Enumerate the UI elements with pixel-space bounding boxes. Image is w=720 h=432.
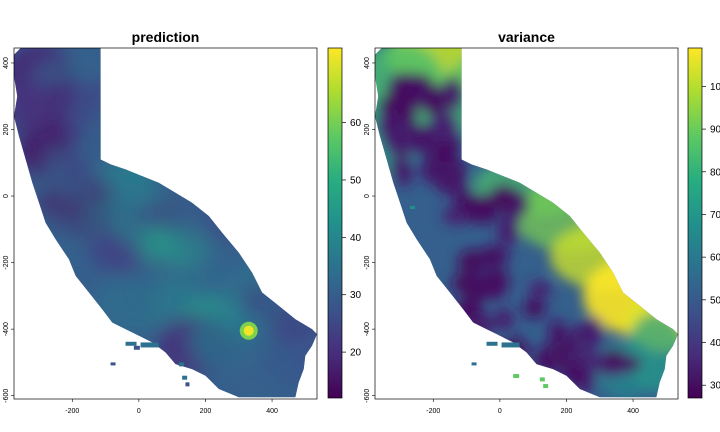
x-tick-label: 0 (498, 408, 502, 415)
y-tick-label: 400 (364, 57, 371, 69)
island-cell (125, 341, 137, 346)
x-tick-label: 400 (627, 408, 639, 415)
colorbar-tick-label: 40 (710, 338, 720, 349)
colorbar-tick-label: 30 (710, 381, 720, 392)
y-tick-label: -600 (364, 389, 371, 403)
island-cell (543, 384, 549, 389)
island-cell (185, 382, 190, 387)
panel-prediction: prediction -200 0 200 400 -600 -400 -200 0 200 400… (3, 29, 362, 415)
x-tick-label: 400 (266, 408, 278, 415)
colorbar-tick-label: 50 (710, 295, 720, 306)
chart-title: variance (498, 29, 555, 45)
island-cell (133, 345, 140, 350)
y-tick-label: 400 (3, 57, 10, 69)
heatmap-field (375, 48, 678, 398)
colorbar-tick-label: 40 (350, 233, 362, 244)
colorbar (687, 47, 703, 399)
colorbar (327, 47, 343, 399)
plot-frame (13, 47, 318, 400)
y-tick-label: -200 (364, 255, 371, 269)
y-tick-label: 0 (3, 194, 10, 198)
x-tick-label: -200 (426, 408, 440, 415)
colorbar-tick-label: 60 (710, 253, 720, 264)
y-tick-label: -400 (3, 322, 10, 336)
x-tick-label: 200 (561, 408, 573, 415)
y-tick-label: -400 (364, 322, 371, 336)
island-cell (501, 342, 520, 348)
island-cell (182, 375, 188, 380)
colorbar-tick-label: 20 (350, 348, 362, 359)
colorbar-tick-label: 30 (350, 290, 362, 301)
colorbar-tick-label: 70 (710, 210, 720, 221)
island-cell (178, 362, 184, 367)
x-tick-label: 0 (137, 408, 141, 415)
island-cell (471, 362, 477, 366)
y-tick-label: 200 (3, 124, 10, 136)
y-tick-label: 200 (364, 124, 371, 136)
colorbar-tick-label: 90 (710, 125, 720, 136)
island-cell (140, 342, 159, 348)
island-cell (486, 341, 498, 346)
island-cell (110, 362, 116, 366)
colorbar-tick-label: 50 (350, 175, 362, 186)
colorbar-tick-label: 60 (350, 118, 362, 129)
colorbar-tick-label: 100 (710, 82, 720, 93)
x-tick-label: 200 (200, 408, 212, 415)
y-tick-label: -200 (3, 255, 10, 269)
island-cell (513, 374, 520, 379)
y-tick-label: 0 (364, 194, 371, 198)
x-tick-label: -200 (65, 408, 79, 415)
y-tick-label: -600 (3, 389, 10, 403)
chart-title: prediction (132, 29, 200, 45)
island-cell (539, 377, 545, 382)
plot-frame (374, 47, 679, 400)
colorbar-tick-label: 80 (710, 167, 720, 178)
heatmap-field (14, 48, 317, 398)
panel-variance: variance -200 0 200 400 -600 -400 -200 0 200 400 30… (364, 29, 720, 415)
island-cell (409, 206, 415, 210)
